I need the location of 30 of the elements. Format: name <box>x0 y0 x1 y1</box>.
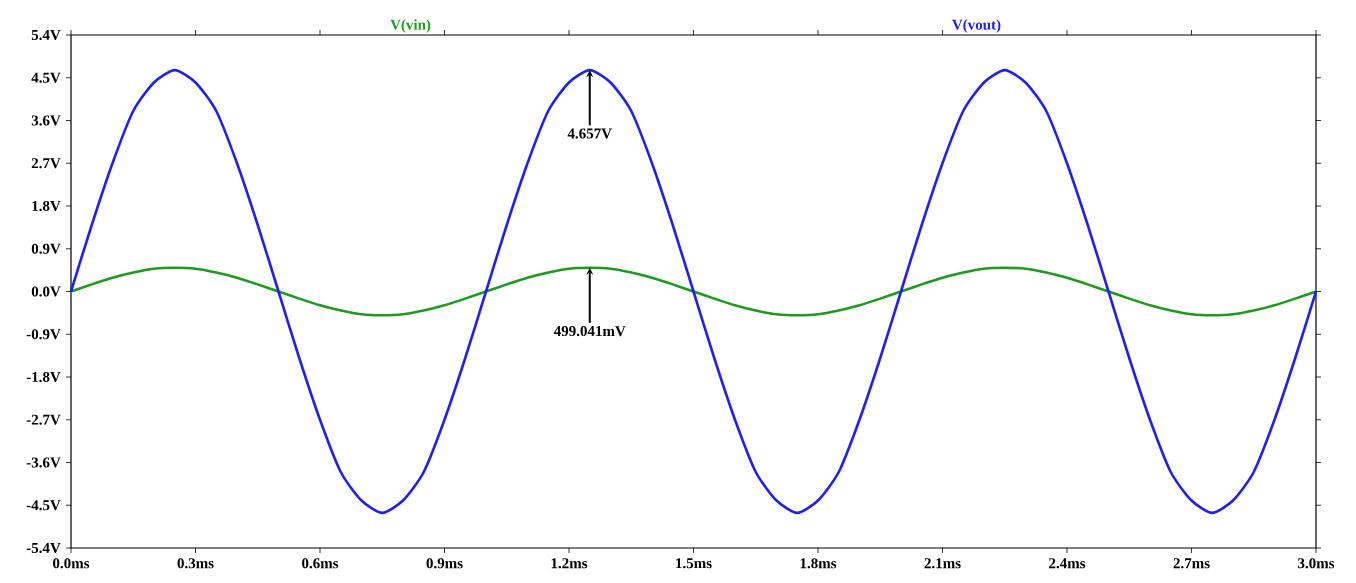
text: V(vin) <box>390 19 431 33</box>
y-tick-label: 5.4V <box>31 29 61 41</box>
x-tick-label: 2.1ms <box>924 558 961 569</box>
y-tick-label: -4.5V <box>26 500 61 511</box>
y-tick-label: 3.6V <box>31 115 61 126</box>
text: V(vout) <box>952 19 1001 33</box>
y-tick-label: -2.7V <box>26 414 61 425</box>
x-tick-label: 1.2ms <box>551 558 588 569</box>
x-tick-label: 0.0ms <box>53 558 90 569</box>
x-tick-label: 2.4ms <box>1049 558 1086 569</box>
y-tick-label: -3.6V <box>26 457 61 468</box>
x-tick-label: 0.3ms <box>177 558 214 569</box>
annotation: 4.657V <box>567 128 612 139</box>
line-series <box>69 68 1318 515</box>
y-tick-label: -5.4V <box>26 542 61 554</box>
x-tick-label: 0.9ms <box>426 558 463 569</box>
x-tick-label: 1.5ms <box>676 558 712 569</box>
y-tick-label: -1.8V <box>26 371 61 383</box>
x-tick-label: 2.7ms <box>1173 558 1210 569</box>
y-tick-label: 0.9V <box>31 243 61 254</box>
annotation: 499.041mV <box>553 326 626 337</box>
x-tick-label: 1.8ms <box>800 558 837 569</box>
y-tick-label: -0.9V <box>26 329 61 340</box>
y-tick-label: 4.5V <box>31 72 61 83</box>
line-series <box>69 266 1318 317</box>
y-tick-label: 1.8V <box>32 200 61 212</box>
y-tick-label: 2.7V <box>31 158 61 169</box>
y-tick-label: 0.0V <box>31 286 61 297</box>
x-tick-label: 3.0ms <box>1298 558 1335 569</box>
x-tick-label: 0.6ms <box>302 558 339 569</box>
